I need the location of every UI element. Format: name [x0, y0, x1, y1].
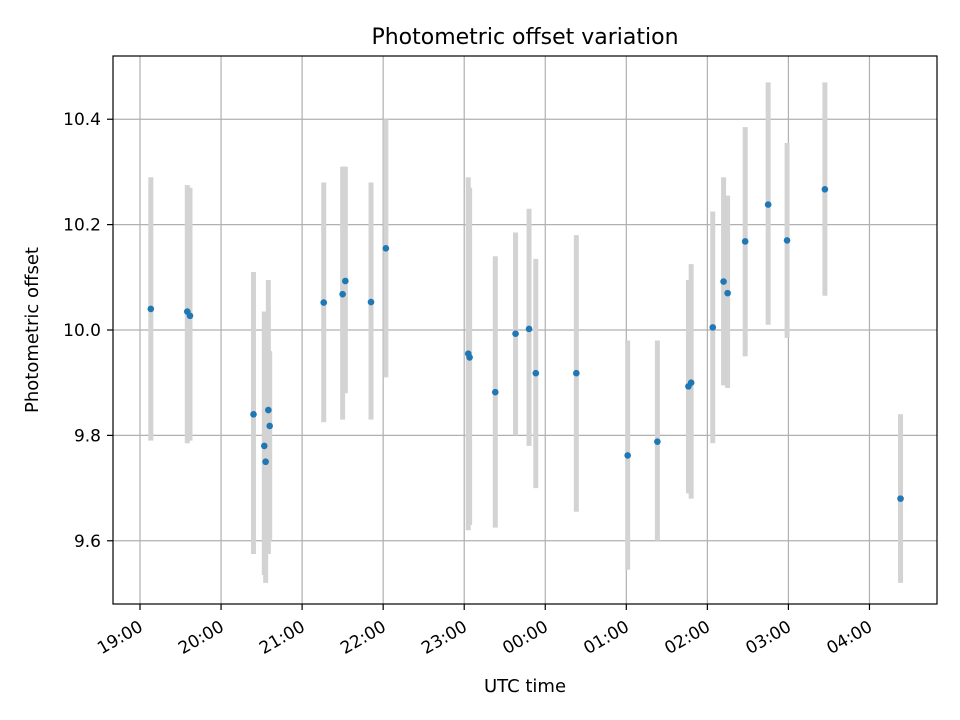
data-point [342, 277, 349, 285]
y-tick-label: 10.4 [63, 110, 101, 130]
x-tick-label: 19:00 [94, 617, 146, 659]
data-point [573, 369, 580, 377]
x-tick-label: 22:00 [337, 617, 389, 659]
data-point [262, 458, 269, 466]
x-tick-label: 01:00 [580, 617, 632, 659]
data-point [532, 369, 540, 377]
x-tick-label: 23:00 [418, 617, 470, 659]
data-point [741, 238, 749, 245]
data-point [624, 452, 631, 459]
x-tick-label: 00:00 [499, 617, 551, 659]
x-axis-ticks: 19:00 20:00 21:00 22:00 23:00 00:00 01:00 02:00… [94, 604, 876, 659]
y-tick-label: 10.0 [63, 321, 101, 341]
data-point [147, 305, 155, 313]
data-point [724, 289, 731, 297]
x-tick-label: 03:00 [742, 617, 794, 659]
x-tick-label: 21:00 [256, 617, 308, 659]
data-points [147, 186, 904, 502]
y-tick-label: 9.8 [74, 426, 101, 446]
data-point [783, 237, 791, 244]
data-point [654, 438, 661, 446]
data-point [709, 324, 717, 331]
data-point [687, 379, 695, 386]
x-axis-label: UTC time [484, 676, 566, 697]
data-point [260, 442, 268, 450]
y-tick-label: 10.2 [63, 216, 101, 236]
y-axis-ticks: 9.6 9.8 10.0 10.2 10.4 [63, 110, 113, 552]
grid [113, 56, 937, 604]
data-point [491, 388, 499, 396]
data-point [512, 330, 519, 337]
x-tick-label: 04:00 [824, 617, 876, 659]
data-point [186, 312, 194, 320]
data-point [525, 325, 533, 333]
data-point [339, 290, 346, 298]
data-point [764, 201, 772, 208]
data-point [367, 298, 375, 306]
data-point [266, 422, 273, 430]
y-tick-label: 9.6 [74, 532, 101, 552]
x-tick-label: 20:00 [175, 617, 227, 659]
data-point [897, 495, 904, 502]
data-point [320, 299, 328, 306]
chart-title: Photometric offset variation [371, 25, 678, 50]
x-tick-label: 02:00 [661, 617, 713, 659]
data-point [466, 354, 473, 361]
data-point [265, 406, 272, 414]
y-axis-label: Photometric offset [22, 247, 43, 413]
data-point [382, 245, 390, 252]
data-point [821, 186, 829, 193]
data-point [720, 278, 727, 285]
data-point [250, 411, 257, 418]
